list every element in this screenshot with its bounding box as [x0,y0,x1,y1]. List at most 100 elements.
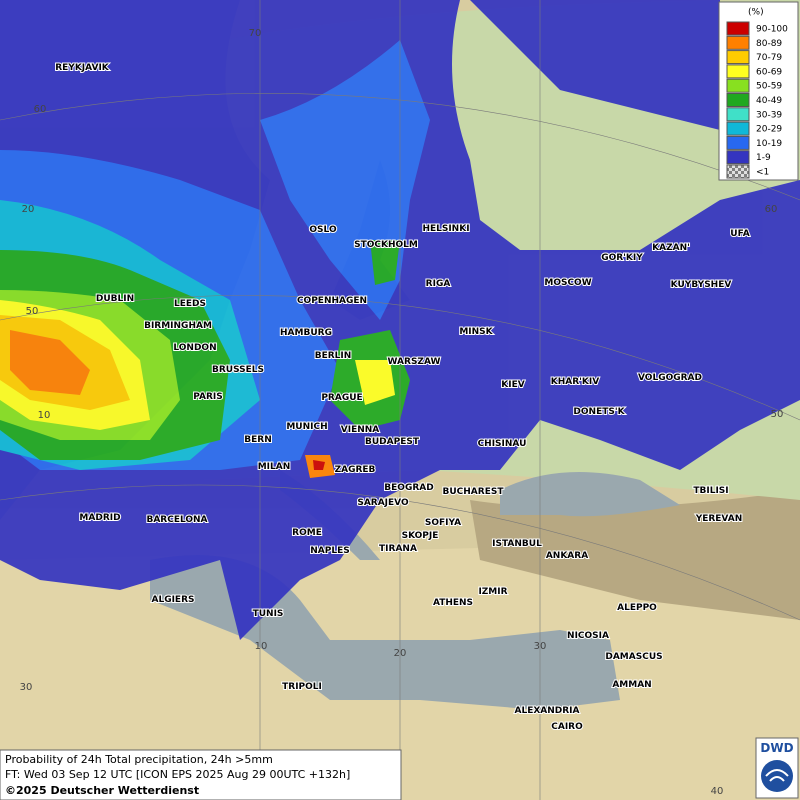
legend-label: 10-19 [756,139,782,149]
legend-swatch [726,135,750,150]
city-label: HELSINKI [422,224,469,234]
city-label: BARCELONA [146,515,207,525]
legend-label: 1-9 [756,153,771,163]
logo: DWD [755,737,799,799]
city-label: MUNICH [286,422,327,432]
city-label: KIEV [501,380,524,390]
city-label: ISTANBUL [492,539,542,549]
city-label: TUNIS [253,609,284,619]
city-label: RIGA [426,279,451,289]
city-label: UFA [730,229,749,239]
city-label: BUDAPEST [365,437,420,447]
legend-label: 70-79 [756,53,782,63]
legend-unit: (%) [748,8,764,18]
city-label: ANKARA [546,551,588,561]
legend: (%) 90-100 80-89 70-79 60-69 50-59 40-49 30-39… [718,1,799,181]
city-label: REYKJAVIK [55,63,110,73]
city-label: TRIPOLI [282,682,322,692]
grid-label: 20 [394,648,407,659]
city-label: ZAGREB [335,465,376,475]
legend-swatch [726,78,750,93]
city-label: BERLIN [315,351,352,361]
legend-swatch [726,121,750,136]
legend-swatch [726,107,750,122]
grid-label: 20 [22,204,35,215]
footer-line1: Probability of 24h Total precipitation, … [5,753,273,766]
footer-box [0,749,402,800]
city-label: BERN [244,435,271,445]
grid-label: 60 [34,104,47,115]
footer: Probability of 24h Total precipitation, … [0,749,402,800]
city-label: NICOSIA [567,631,609,641]
city-label: NAPLES [310,546,349,556]
legend-label: 90-100 [756,25,788,35]
city-label: SARAJEVO [357,498,409,508]
logo-text: DWD [760,741,793,755]
city-label: AMMAN [612,680,651,690]
city-label: DUBLIN [96,294,134,304]
city-label: ALGIERS [152,595,195,605]
city-label: WARSZAW [388,357,441,367]
city-label: LEEDS [174,299,206,309]
city-label: DONETS'K [573,407,625,417]
grid-label: 50 [26,306,39,317]
city-label: ROME [292,528,322,538]
city-label: MINSK [459,327,493,337]
city-label: GOR'KIY [601,253,643,263]
city-label: PARIS [193,392,223,402]
city-label: KUYBYSHEV [671,280,732,290]
legend-label: 50-59 [756,82,782,92]
legend-rows: 90-100 80-89 70-79 60-69 50-59 40-49 30-39 20-2… [726,21,788,179]
legend-swatch [726,35,750,50]
city-label: OSLO [309,225,337,235]
grid-label: 30 [534,641,547,652]
legend-swatch [726,150,750,165]
legend-label: 30-39 [756,110,782,120]
city-label: IZMIR [478,587,507,597]
city-label: BUCHAREST [443,487,505,497]
legend-label: <1 [756,168,769,178]
legend-label: 60-69 [756,67,782,77]
grid-label: 50 [771,409,784,420]
city-label: BEOGRAD [384,483,433,493]
legend-swatch [726,164,750,179]
grid-label: 30 [20,682,33,693]
footer-line2: FT: Wed 03 Sep 12 UTC [ICON EPS 2025 Aug… [5,768,350,781]
city-label: HAMBURG [280,328,332,338]
legend-label: 80-89 [756,39,782,49]
city-label: BIRMINGHAM [144,321,212,331]
legend-swatch [726,50,750,65]
grid-label: 70 [249,28,262,39]
city-label: DAMASCUS [605,652,662,662]
city-label: ALEPPO [617,603,657,613]
city-label: ATHENS [433,598,473,608]
city-label: PRAGUE [321,393,362,403]
city-label: MOSCOW [544,278,591,288]
city-label: YEREVAN [695,514,743,524]
city-label: VIENNA [341,425,380,435]
grid-label: 10 [38,410,51,421]
city-label: ALEXANDRIA [515,706,580,716]
legend-swatch [726,93,750,107]
city-label: STOCKHOLM [354,240,418,250]
city-label: LONDON [173,343,216,353]
city-label: MILAN [258,462,291,472]
legend-label: 20-29 [756,125,782,135]
city-label: TIRANA [379,544,417,554]
grid-label: 40 [711,786,724,797]
city-label: SKOPJE [402,531,439,541]
city-label: COPENHAGEN [297,296,367,306]
labels: REYKJAVIK DUBLIN LEEDS BIRMINGHAM LONDON BRUS… [20,28,784,797]
city-label: KAZAN' [652,243,690,253]
city-label: CHISINAU [478,439,527,449]
city-label: KHAR'KIV [551,377,599,387]
legend-label: 40-49 [756,96,782,106]
city-label: BRUSSELS [212,365,264,375]
city-label: CAIRO [551,722,583,732]
grid-label: 60 [765,204,778,215]
city-label: VOLGOGRAD [638,373,702,383]
grid-label: 10 [255,641,268,652]
legend-swatch [726,21,750,36]
